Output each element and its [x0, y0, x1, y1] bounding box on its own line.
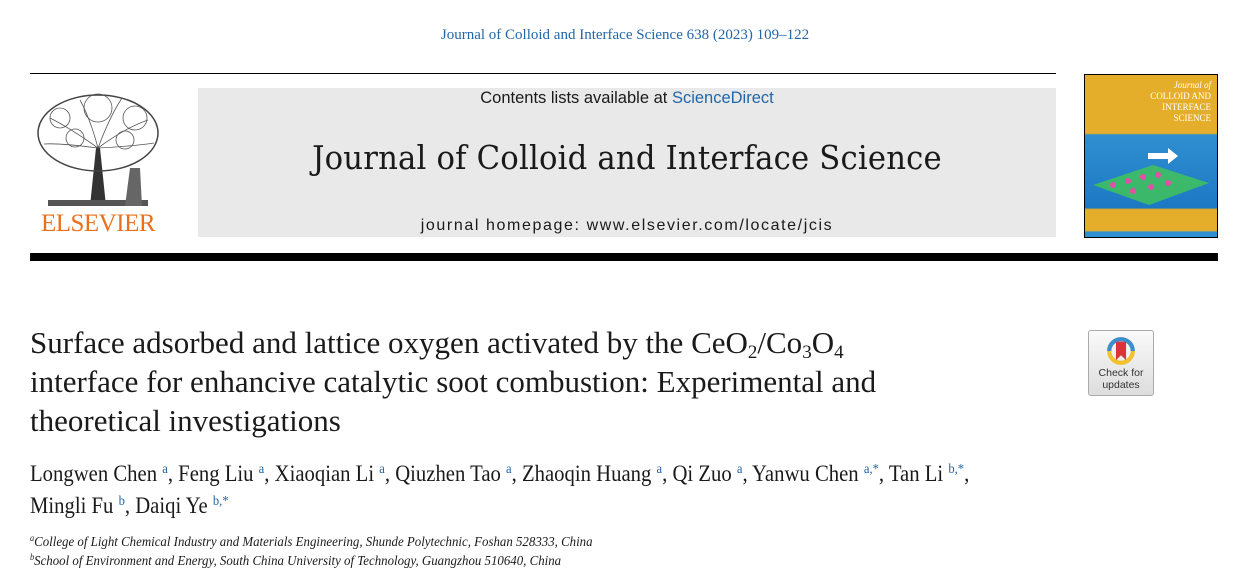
affiliation-mark: a	[30, 533, 35, 543]
journal-cover[interactable]: Journal of COLLOID AND INTERFACE SCIENCE	[1084, 74, 1218, 238]
cover-line: Journal of	[1173, 80, 1211, 90]
affiliation-mark: b	[30, 552, 35, 562]
affiliation-b: bSchool of Environment and Energy, South…	[30, 552, 562, 570]
journal-masthead: Contents lists available at ScienceDirec…	[198, 88, 1056, 237]
subscript: 3	[802, 342, 812, 363]
journal-homepage[interactable]: journal homepage: www.elsevier.com/locat…	[420, 217, 834, 234]
sciencedirect-link[interactable]: ScienceDirect	[671, 89, 774, 107]
author[interactable]: Daiqi Ye b,*	[135, 493, 229, 518]
divider	[30, 73, 1056, 74]
title-line-2: interface for enhancive catalytic soot c…	[30, 364, 877, 399]
cover-title: Journal of COLLOID AND INTERFACE SCIENCE	[1150, 80, 1211, 124]
contents-prefix: Contents lists available at	[480, 89, 672, 107]
check-label: Check for	[1098, 367, 1144, 379]
author[interactable]: Qi Zuo a	[672, 461, 743, 486]
author[interactable]: Mingli Fu b	[30, 493, 125, 518]
title-text: O	[811, 325, 835, 360]
affiliation-a: aCollege of Light Chemical Industry and …	[30, 533, 593, 551]
author[interactable]: Longwen Chen a	[30, 461, 168, 486]
author-line-2: Mingli Fu b, Daiqi Ye b,*	[30, 493, 229, 518]
cover-line: SCIENCE	[1173, 113, 1211, 123]
title-text: Surface adsorbed and lattice oxygen acti…	[30, 325, 748, 360]
elsevier-logo[interactable]: ELSEVIER	[30, 88, 166, 238]
author[interactable]: Xiaoqian Li a	[274, 461, 385, 486]
elsevier-wordmark: ELSEVIER	[40, 210, 156, 237]
tree-icon	[37, 93, 159, 206]
cover-lattice-image	[1093, 148, 1209, 205]
bookmark-icon	[1107, 337, 1135, 365]
journal-citation[interactable]: Journal of Colloid and Interface Science…	[440, 27, 810, 43]
subscript: 4	[834, 342, 844, 363]
author[interactable]: Tan Li b,*	[888, 461, 965, 486]
author-list: Longwen Chen a, Feng Liu a, Xiaoqian Li …	[30, 458, 969, 522]
subscript: 2	[747, 342, 758, 363]
title-line-3: theoretical investigations	[30, 403, 341, 438]
title-line-1: Surface adsorbed and lattice oxygen acti…	[30, 323, 876, 362]
author[interactable]: Yanwu Chen a,*	[752, 461, 879, 486]
affiliation-text: College of Light Chemical Industry and M…	[34, 535, 593, 550]
author[interactable]: Qiuzhen Tao a	[395, 461, 512, 486]
updates-label: updates	[1102, 379, 1140, 391]
affiliation-text: School of Environment and Energy, South …	[34, 554, 562, 569]
header-bar	[30, 253, 1218, 261]
cover-line: INTERFACE	[1162, 102, 1211, 112]
author[interactable]: Zhaoqin Huang a	[521, 461, 663, 486]
author-line-1: Longwen Chen a, Feng Liu a, Xiaoqian Li …	[30, 461, 970, 486]
article-title: Surface adsorbed and lattice oxygen acti…	[30, 323, 876, 440]
contents-line: Contents lists available at ScienceDirec…	[198, 89, 1056, 108]
journal-title: Journal of Colloid and Interface Science	[312, 138, 942, 177]
title-text: /Co	[757, 325, 803, 360]
author[interactable]: Feng Liu a	[178, 461, 265, 486]
cover-line: COLLOID AND	[1150, 91, 1211, 101]
check-for-updates-button[interactable]: Check for updates	[1088, 330, 1154, 396]
